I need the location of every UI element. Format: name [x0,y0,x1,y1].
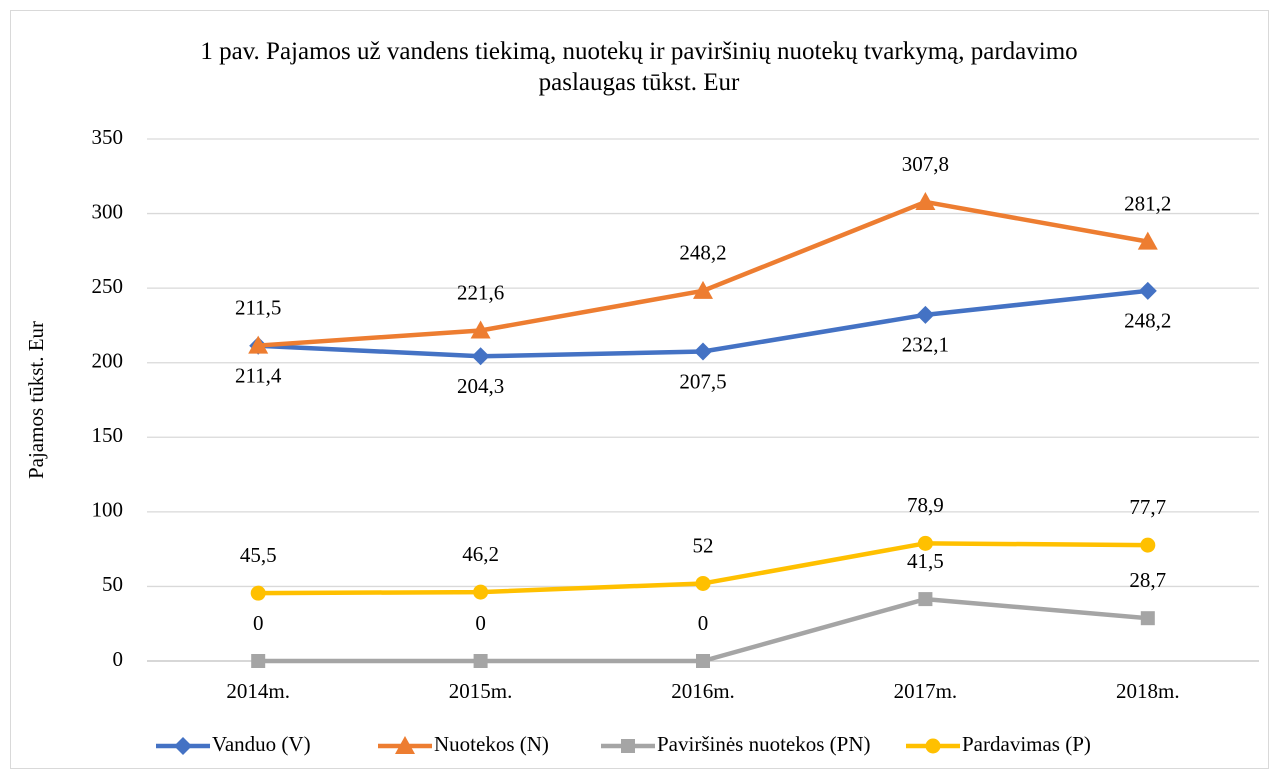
y-tick-label: 350 [92,125,124,149]
y-tick-label: 0 [113,647,124,671]
circle [925,738,941,754]
y-tick-label: 150 [92,423,124,447]
data-label: 248,2 [1124,309,1171,333]
data-label: 0 [253,611,264,635]
data-label: 232,1 [902,333,949,357]
marker [395,736,415,754]
circle [695,575,711,591]
marker [471,347,490,366]
y-tick-label: 100 [92,498,124,522]
marker [1140,611,1155,626]
legend-label: Paviršinės nuotekos (PN) [657,732,871,756]
marker [694,342,712,361]
data-label: 211,5 [235,295,281,319]
square [696,654,710,668]
square [1140,611,1155,626]
data-label: 77,7 [1129,495,1166,519]
marker [918,592,933,607]
marker [925,738,941,754]
diamond [471,347,490,366]
square [251,654,266,668]
marker [174,737,192,755]
data-label: 207,5 [679,369,726,393]
marker [696,654,710,668]
data-label: 46,2 [462,542,499,566]
circle [473,584,489,600]
diamond [1138,281,1157,300]
marker [248,335,269,354]
data-label: 0 [698,611,709,635]
data-label: 28,7 [1129,568,1166,592]
data-label: 211,4 [235,364,282,388]
marker [250,585,266,601]
chart-border [10,10,1269,769]
data-label: 52 [693,533,714,557]
x-tick-label: 2017m. [894,679,958,703]
data-label: 281,2 [1124,191,1171,215]
data-label: 204,3 [457,374,504,398]
marker [693,280,713,299]
marker [915,191,936,210]
marker [251,654,266,668]
square [918,592,933,607]
square [621,739,635,753]
circle [1140,537,1156,553]
x-tick-label: 2018m. [1116,679,1180,703]
circle [250,585,266,601]
square [473,654,488,668]
diamond [694,342,712,361]
marker [695,575,711,591]
x-tick-label: 2014m. [226,679,290,703]
y-tick-label: 200 [92,349,124,373]
legend-label: Nuotekos (N) [434,732,549,756]
marker [916,305,935,324]
marker [473,584,489,600]
triangle [470,320,491,339]
marker [1138,281,1157,300]
marker [1137,231,1158,250]
data-label: 0 [475,611,486,635]
y-tick-label: 50 [102,572,123,596]
marker [470,320,491,339]
triangle [915,191,936,210]
data-label: 45,5 [240,543,277,567]
diamond [174,737,192,755]
marker [473,654,488,668]
y-tick-label: 250 [92,274,124,298]
legend-label: Vanduo (V) [212,732,311,756]
y-tick-label: 300 [92,199,124,223]
data-label: 248,2 [679,241,726,265]
data-label: 41,5 [907,549,944,573]
marker [1140,537,1156,553]
marker [621,739,635,753]
triangle [1137,231,1158,250]
circle [917,535,933,551]
chart-title: 1 pav. Pajamos už vandens tiekimą, nuote… [200,38,1078,96]
x-tick-label: 2016m. [671,679,735,703]
marker [917,535,933,551]
triangle [693,280,713,299]
data-label: 307,8 [902,152,949,176]
data-label: 78,9 [907,493,944,517]
triangle [395,736,415,754]
diamond [916,305,935,324]
y-axis-label: Pajamos tūkst. Eur [24,321,48,479]
data-label: 221,6 [457,280,504,304]
legend-label: Pardavimas (P) [962,732,1091,756]
x-tick-label: 2015m. [449,679,513,703]
triangle [248,335,269,354]
